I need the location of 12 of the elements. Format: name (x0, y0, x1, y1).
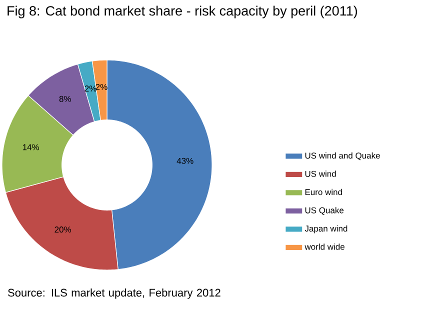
data-label: 14% (22, 144, 40, 150)
legend-label: US wind and Quake (305, 152, 380, 160)
data-label: 8% (59, 96, 71, 102)
legend-label: Japan wind (304, 225, 348, 234)
data-label: 43% (176, 158, 194, 164)
legend-label: world wide (304, 244, 344, 250)
legend-label: Euro wind (305, 188, 342, 196)
data-label: 20% (54, 226, 72, 233)
legend-label: US wind (305, 170, 336, 177)
legend-label: US Quake (305, 207, 344, 215)
source-note: Source: ILS market update, February 2012 (8, 288, 220, 299)
chart-title: Fig 8: Cat bond market share - risk capacity by peril (2011) (8, 6, 358, 18)
